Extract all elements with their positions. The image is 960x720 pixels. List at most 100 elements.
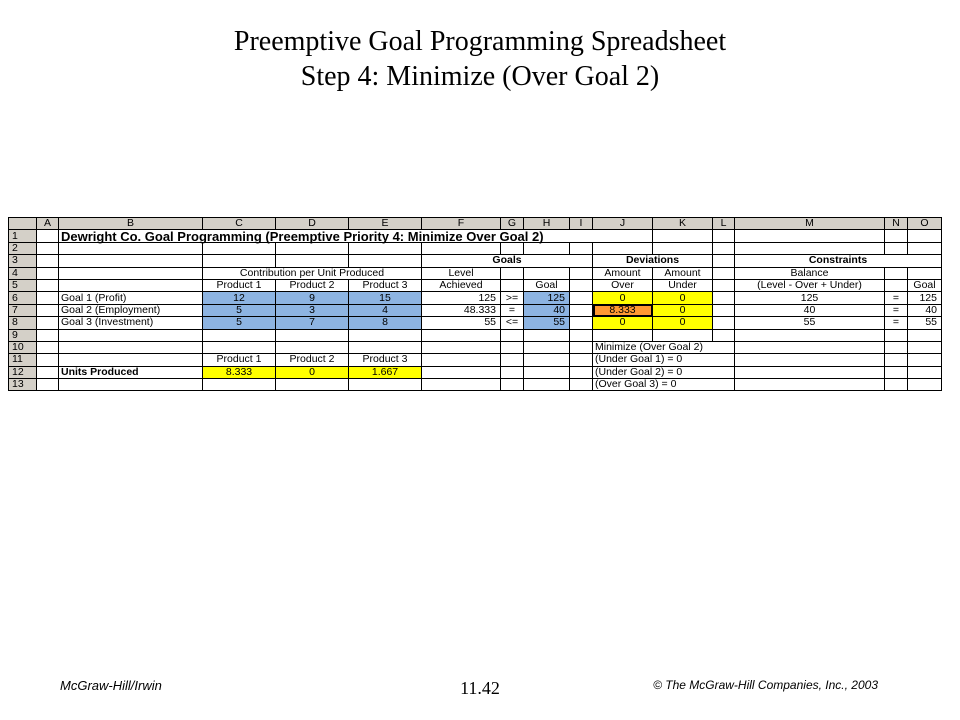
cell[interactable] bbox=[36, 353, 59, 367]
column-header[interactable]: D bbox=[275, 216, 349, 231]
cell[interactable] bbox=[36, 378, 59, 392]
cell[interactable] bbox=[36, 365, 59, 380]
cell[interactable] bbox=[907, 365, 942, 380]
cell[interactable] bbox=[569, 278, 593, 293]
product-2-header[interactable]: Product 2 bbox=[275, 278, 349, 293]
balance-header[interactable]: Balance bbox=[734, 266, 885, 280]
goal-name-cell[interactable]: Goal 2 (Employment) bbox=[58, 303, 203, 318]
column-header[interactable]: H bbox=[523, 216, 570, 231]
under-cell[interactable]: 0 bbox=[652, 303, 713, 318]
product-3-header[interactable]: Product 3 bbox=[348, 278, 422, 293]
goal-2-header[interactable]: Goal bbox=[907, 278, 942, 293]
cell[interactable] bbox=[58, 278, 203, 293]
cell[interactable] bbox=[884, 365, 908, 380]
over-cell[interactable]: 0 bbox=[592, 291, 653, 305]
cell[interactable] bbox=[523, 365, 570, 380]
cell[interactable] bbox=[36, 328, 59, 342]
cell[interactable] bbox=[202, 328, 276, 342]
cell[interactable] bbox=[523, 378, 570, 392]
cell[interactable] bbox=[884, 353, 908, 367]
under-header[interactable]: Under bbox=[652, 278, 713, 293]
cell[interactable] bbox=[592, 241, 653, 256]
constraint-note-cell[interactable]: (Under Goal 1) = 0 bbox=[592, 353, 735, 367]
deviations-header[interactable]: Deviations bbox=[592, 254, 713, 268]
column-header[interactable]: J bbox=[592, 216, 653, 231]
cell[interactable] bbox=[58, 254, 203, 268]
level-header[interactable]: Level bbox=[421, 266, 501, 280]
cell[interactable] bbox=[36, 303, 59, 318]
cell[interactable] bbox=[884, 378, 908, 392]
cell[interactable] bbox=[712, 254, 735, 268]
cell[interactable] bbox=[36, 241, 59, 256]
amount-over-header[interactable]: Amount bbox=[592, 266, 653, 280]
cell[interactable] bbox=[734, 378, 885, 392]
goal-header[interactable]: Goal bbox=[523, 278, 570, 293]
cell[interactable] bbox=[500, 328, 524, 342]
over-cell-target[interactable]: 8.333 bbox=[592, 303, 653, 318]
row-header[interactable]: 6 bbox=[8, 291, 37, 305]
row-header[interactable]: 10 bbox=[8, 340, 37, 355]
cell[interactable] bbox=[734, 241, 885, 256]
goal-value-cell[interactable]: 40 bbox=[523, 303, 570, 318]
cell[interactable] bbox=[348, 340, 422, 355]
cell[interactable] bbox=[569, 241, 593, 256]
goal-name-cell[interactable]: Goal 3 (Investment) bbox=[58, 316, 203, 330]
cell[interactable] bbox=[734, 328, 885, 342]
cell[interactable] bbox=[907, 340, 942, 355]
goal-name-cell[interactable]: Goal 1 (Profit) bbox=[58, 291, 203, 305]
column-header[interactable]: G bbox=[500, 216, 524, 231]
contribution-cell[interactable]: 5 bbox=[202, 303, 276, 318]
cell[interactable] bbox=[652, 328, 713, 342]
cell[interactable] bbox=[652, 241, 713, 256]
column-header[interactable]: L bbox=[712, 216, 735, 231]
constraint-note-cell[interactable]: (Over Goal 3) = 0 bbox=[592, 378, 735, 392]
contribution-cell[interactable]: 12 bbox=[202, 291, 276, 305]
column-header[interactable]: E bbox=[348, 216, 422, 231]
column-header[interactable]: K bbox=[652, 216, 713, 231]
row-header[interactable]: 11 bbox=[8, 353, 37, 367]
cell[interactable] bbox=[58, 266, 203, 280]
cell[interactable] bbox=[907, 328, 942, 342]
cell[interactable] bbox=[712, 278, 735, 293]
goal-2-value-cell[interactable]: 40 bbox=[907, 303, 942, 318]
cell[interactable] bbox=[884, 266, 908, 280]
cell[interactable] bbox=[275, 254, 349, 268]
cell[interactable] bbox=[275, 340, 349, 355]
cell[interactable] bbox=[58, 353, 203, 367]
equals-cell[interactable]: = bbox=[884, 291, 908, 305]
cell[interactable] bbox=[569, 353, 593, 367]
column-header[interactable]: M bbox=[734, 216, 885, 231]
under-cell[interactable]: 0 bbox=[652, 316, 713, 330]
cell[interactable] bbox=[202, 241, 276, 256]
row-header[interactable]: 1 bbox=[8, 229, 37, 243]
units-cell[interactable]: 8.333 bbox=[202, 365, 276, 380]
equals-cell[interactable]: = bbox=[884, 303, 908, 318]
cell[interactable] bbox=[884, 340, 908, 355]
column-header[interactable]: A bbox=[36, 216, 59, 231]
constraints-header[interactable]: Constraints bbox=[734, 254, 942, 268]
row-header[interactable]: 5 bbox=[8, 278, 37, 293]
cell[interactable] bbox=[712, 266, 735, 280]
cell[interactable] bbox=[202, 340, 276, 355]
cell[interactable] bbox=[569, 291, 593, 305]
cell[interactable] bbox=[36, 291, 59, 305]
cell[interactable] bbox=[569, 303, 593, 318]
row-header[interactable]: 13 bbox=[8, 378, 37, 392]
contribution-cell[interactable]: 15 bbox=[348, 291, 422, 305]
over-header[interactable]: Over bbox=[592, 278, 653, 293]
equals-cell[interactable]: = bbox=[884, 316, 908, 330]
cell[interactable] bbox=[884, 328, 908, 342]
units-cell[interactable]: 0 bbox=[275, 365, 349, 380]
cell[interactable] bbox=[36, 340, 59, 355]
cell[interactable] bbox=[421, 328, 501, 342]
cell[interactable] bbox=[275, 241, 349, 256]
balance-cell[interactable]: 125 bbox=[734, 291, 885, 305]
column-header[interactable]: B bbox=[58, 216, 203, 231]
cell[interactable] bbox=[202, 378, 276, 392]
balance-formula-header[interactable]: (Level - Over + Under) bbox=[734, 278, 885, 293]
cell[interactable] bbox=[569, 340, 593, 355]
cell[interactable] bbox=[712, 316, 735, 330]
cell[interactable] bbox=[712, 303, 735, 318]
cell[interactable] bbox=[884, 229, 908, 243]
goals-header[interactable]: Goals bbox=[421, 254, 593, 268]
